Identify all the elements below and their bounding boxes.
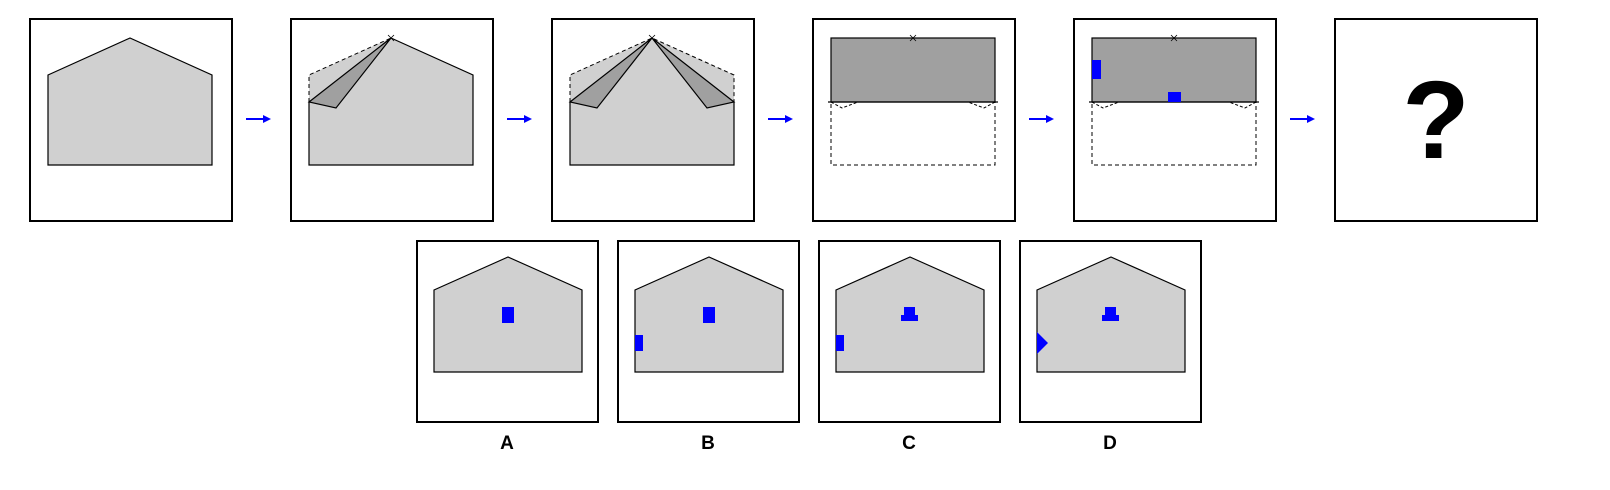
step-6-question-panel: ? [1334, 18, 1538, 222]
option-a-panel[interactable] [416, 240, 599, 423]
step-5-panel [1073, 18, 1277, 222]
fold-both-corners-diagram [568, 34, 736, 166]
option-a-house [433, 256, 583, 373]
hole-mark [1105, 307, 1116, 316]
option-d-label[interactable]: D [1103, 433, 1117, 454]
house-shape [47, 37, 213, 166]
hole-mark [703, 307, 715, 323]
step-2-panel [290, 18, 494, 222]
option-c-label[interactable]: C [902, 433, 916, 454]
option-b-panel[interactable] [617, 240, 800, 423]
arrow-icon [1029, 115, 1054, 123]
option-a-label[interactable]: A [500, 433, 514, 454]
option-d-house [1036, 256, 1186, 373]
option-b-house [634, 256, 784, 373]
step-4-panel [812, 18, 1016, 222]
option-c-panel[interactable] [818, 240, 1001, 423]
step-1-panel [29, 18, 233, 222]
hole-mark [1092, 60, 1101, 79]
arrow-icon [768, 115, 793, 123]
question-mark: ? [1402, 58, 1470, 182]
option-b-label[interactable]: B [701, 433, 715, 454]
option-c-house [835, 256, 985, 373]
fold-top-down-diagram [828, 34, 998, 166]
fold-left-corner-diagram [307, 34, 474, 166]
option-d-panel[interactable] [1019, 240, 1202, 423]
hole-mark [1168, 92, 1181, 102]
hole-mark [635, 335, 643, 351]
hole-mark [1102, 315, 1119, 321]
hole-mark [901, 315, 918, 321]
arrow-icon [507, 115, 532, 123]
hole-mark [1037, 332, 1048, 354]
arrow-icon [1290, 115, 1315, 123]
hole-mark [836, 335, 844, 351]
hole-mark [502, 307, 514, 323]
hole-mark [904, 307, 915, 316]
punched-holes-diagram [1089, 34, 1259, 166]
arrow-icon [246, 115, 271, 123]
step-3-panel [551, 18, 755, 222]
